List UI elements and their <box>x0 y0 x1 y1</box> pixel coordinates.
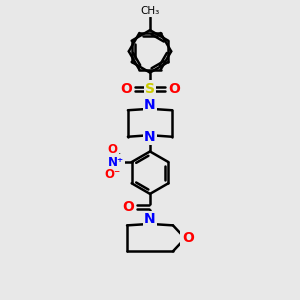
Text: N: N <box>144 212 156 226</box>
Text: O: O <box>122 200 134 214</box>
Text: N⁺: N⁺ <box>107 156 124 169</box>
Text: O: O <box>182 231 194 245</box>
Text: CH₃: CH₃ <box>140 6 160 16</box>
Text: N: N <box>144 130 156 144</box>
Text: N: N <box>144 98 156 112</box>
Text: O⁻: O⁻ <box>104 168 121 181</box>
Text: O: O <box>107 143 118 156</box>
Text: O: O <box>120 82 132 96</box>
Text: O: O <box>168 82 180 96</box>
Text: S: S <box>145 82 155 96</box>
